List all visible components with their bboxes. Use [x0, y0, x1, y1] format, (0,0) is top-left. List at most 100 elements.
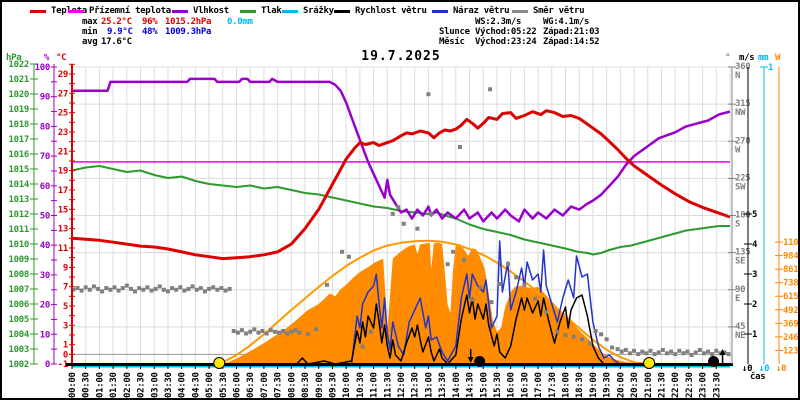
svg-text:19:30: 19:30 — [603, 372, 613, 398]
svg-text:1015: 1015 — [9, 165, 29, 175]
legend-label: Srážky — [303, 6, 334, 16]
svg-text:19:00: 19:00 — [589, 372, 599, 398]
svg-text:13: 13 — [58, 225, 68, 235]
series-radiation-theoretical — [218, 239, 650, 365]
stat-sun-label: Slunce — [439, 27, 470, 37]
svg-text:E: E — [735, 294, 740, 304]
svg-text:60: 60 — [40, 182, 50, 192]
svg-text:270: 270 — [735, 136, 750, 146]
svg-text:7: 7 — [63, 283, 68, 293]
svg-text:hPa: hPa — [6, 53, 21, 63]
svg-text:17: 17 — [58, 186, 68, 196]
svg-text:21:00: 21:00 — [644, 372, 654, 398]
svg-text:100: 100 — [35, 63, 50, 73]
stat-moon-set: Západ:14:52 — [543, 37, 600, 47]
series-radiation-actual — [220, 242, 643, 364]
svg-text:1004: 1004 — [9, 330, 30, 340]
stat-ws: WS:2.3m/s — [475, 17, 522, 27]
svg-text:1: 1 — [63, 341, 68, 351]
svg-text:1022: 1022 — [9, 60, 29, 70]
svg-text:N: N — [735, 71, 740, 81]
stat-wg: WG:4.1m/s — [543, 17, 590, 27]
series-temperature — [71, 109, 731, 261]
svg-text:08:00: 08:00 — [287, 372, 297, 398]
svg-text:03:00: 03:00 — [150, 372, 160, 398]
svg-text:246: 246 — [783, 333, 798, 343]
svg-text:1012: 1012 — [9, 210, 29, 220]
svg-text:18:30: 18:30 — [575, 372, 585, 398]
svg-text:15: 15 — [58, 205, 68, 215]
stat-moon-label: Měsíc — [439, 37, 465, 47]
svg-text:3: 3 — [752, 270, 757, 280]
svg-text:04:00: 04:00 — [178, 372, 188, 398]
stat-moon-rise: Východ:23:24 — [475, 37, 537, 47]
legend-label: Rychlost větru — [355, 6, 427, 16]
stat-min-label: min — [82, 27, 98, 37]
legend-item-7: Směr větru — [512, 5, 584, 17]
stat-sun-rise: Východ:05:22 — [475, 27, 537, 37]
svg-text:05:30: 05:30 — [219, 372, 229, 398]
svg-text:123: 123 — [783, 346, 798, 356]
svg-text:225: 225 — [735, 173, 750, 183]
svg-text:°C: °C — [56, 53, 66, 63]
svg-text:0: 0 — [63, 350, 68, 360]
svg-text:07:00: 07:00 — [260, 372, 270, 398]
legend-swatch-icon — [334, 9, 350, 13]
svg-text:m/s: m/s — [739, 53, 754, 63]
stat-max-press: 1015.2hPa — [165, 17, 212, 27]
svg-text:861: 861 — [783, 265, 798, 275]
legend-item-4: Srážky — [282, 5, 334, 17]
svg-text:14:30: 14:30 — [466, 372, 476, 398]
stat-max-temp: 25.2°C — [101, 17, 132, 27]
svg-text:06:00: 06:00 — [233, 372, 243, 398]
svg-text:12:30: 12:30 — [411, 372, 421, 398]
svg-text:%: % — [44, 53, 50, 63]
svg-text:5: 5 — [63, 302, 68, 312]
svg-text:22:30: 22:30 — [685, 372, 695, 398]
svg-text:06:30: 06:30 — [246, 372, 256, 398]
svg-text:17:30: 17:30 — [548, 372, 558, 398]
svg-text:27: 27 — [58, 89, 68, 99]
svg-text:4: 4 — [752, 240, 758, 250]
svg-text:23:00: 23:00 — [699, 372, 709, 398]
svg-text:W: W — [775, 53, 781, 63]
svg-text:14:00: 14:00 — [452, 372, 462, 398]
svg-text:180: 180 — [735, 211, 750, 221]
legend-item-6: Náraz větru — [432, 5, 510, 17]
svg-text:20:00: 20:00 — [616, 372, 626, 398]
legend-label: Přízemní teplota — [89, 6, 171, 16]
svg-text:08:30: 08:30 — [301, 372, 311, 398]
stat-rain-total: 0.0mm — [227, 17, 253, 27]
sun-moon-markers — [213, 349, 726, 369]
svg-text:0: 0 — [45, 360, 50, 370]
svg-text:10:30: 10:30 — [356, 372, 366, 398]
series-humidity — [72, 77, 731, 223]
svg-text:738: 738 — [783, 279, 798, 289]
svg-text:1020: 1020 — [9, 90, 29, 100]
sunset-sun-icon — [643, 357, 656, 369]
series-wind-speed — [72, 294, 730, 365]
svg-text:09:00: 09:00 — [315, 372, 325, 398]
svg-text:1018: 1018 — [9, 120, 29, 130]
legend-item-5: Rychlost větru — [334, 5, 427, 17]
svg-text:1011: 1011 — [9, 225, 29, 235]
stat-sun-set: Západ:21:03 — [543, 27, 600, 37]
stat-max-hum: 96% — [142, 17, 158, 27]
svg-text:360: 360 — [735, 62, 750, 72]
stat-max-label: max — [82, 17, 98, 27]
svg-text:SE: SE — [735, 257, 745, 267]
svg-text:NW: NW — [735, 108, 746, 118]
sunrise-sun-icon — [213, 357, 226, 369]
axes: 1022102110201019101810171016101510141013… — [6, 53, 798, 398]
svg-text:1013: 1013 — [9, 195, 29, 205]
svg-text:15:30: 15:30 — [493, 372, 503, 398]
svg-text:25: 25 — [58, 109, 68, 119]
svg-text:18:00: 18:00 — [562, 372, 572, 398]
svg-text:1008: 1008 — [9, 270, 29, 280]
svg-text:492: 492 — [783, 306, 798, 316]
svg-text:↓0: ↓0 — [759, 364, 769, 374]
svg-text:21: 21 — [58, 147, 68, 157]
svg-text:03:30: 03:30 — [164, 372, 174, 398]
